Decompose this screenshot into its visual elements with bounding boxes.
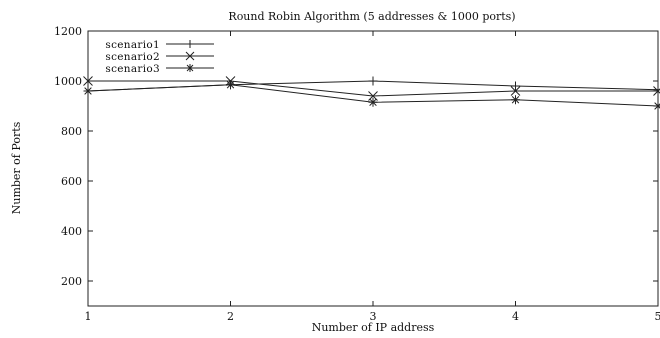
x-axis: 1 2 3 4 5	[85, 31, 660, 323]
data-point-scenario1	[368, 76, 378, 86]
data-point-scenario3	[226, 80, 235, 90]
data-point-scenario3	[83, 86, 93, 96]
data-point-scenario3	[368, 97, 378, 107]
legend-label: scenario2	[105, 51, 160, 63]
x-tick-label: 1	[85, 310, 92, 323]
chart-title: Round Robin Algorithm (5 addresses & 100…	[228, 10, 515, 23]
data-point-scenario2	[653, 86, 660, 96]
plot-area	[87, 30, 659, 307]
legend-marker	[186, 64, 194, 72]
y-tick-label: 400	[61, 225, 82, 238]
y-tick-label: 1200	[54, 25, 82, 38]
data-point-scenario1	[653, 85, 660, 95]
y-tick-label: 200	[61, 275, 82, 288]
data-point-scenario2	[510, 86, 521, 96]
x-tick-label: 3	[370, 310, 377, 323]
data-point-scenario3	[653, 101, 660, 111]
data-point-scenario2	[83, 76, 93, 86]
y-axis: 200 400 600 800 1000 1200	[54, 25, 658, 288]
legend-label: scenario1	[105, 39, 160, 51]
legend-marker	[186, 40, 194, 48]
series-layer	[83, 76, 660, 111]
data-point-scenario1	[511, 81, 520, 91]
data-point-scenario3	[511, 95, 520, 105]
x-axis-label: Number of IP address	[312, 321, 435, 334]
y-axis-label: Number of Ports	[10, 121, 23, 214]
x-tick-label: 5	[655, 310, 660, 323]
legend-marker	[185, 51, 195, 61]
y-tick-label: 800	[61, 125, 82, 138]
legend-label: scenario3	[105, 63, 160, 75]
y-tick-label: 600	[61, 175, 82, 188]
x-tick-label: 4	[512, 310, 519, 323]
y-tick-label: 1000	[54, 75, 82, 88]
x-tick-label: 2	[227, 310, 234, 323]
